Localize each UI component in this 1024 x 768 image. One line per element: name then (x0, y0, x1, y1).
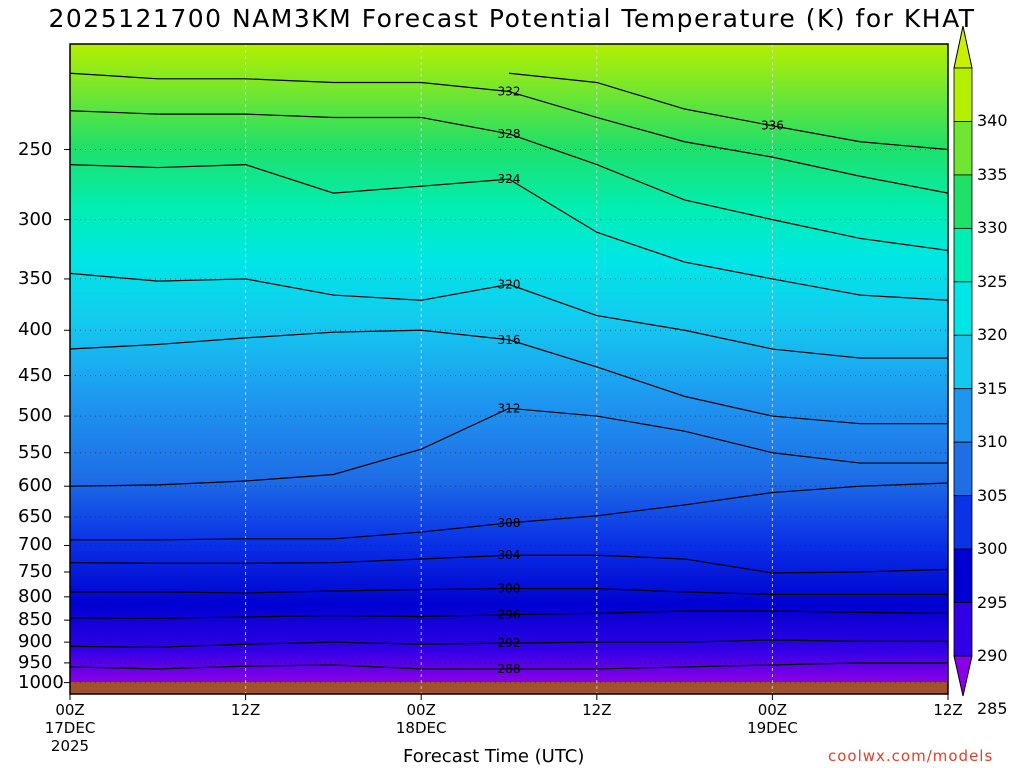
colorbar-segment (953, 227, 973, 283)
y-tick-label: 700 (18, 534, 53, 556)
colorbar-tick-label: 315 (977, 378, 1008, 398)
colorbar-segment (953, 67, 973, 122)
contour-line (69, 164, 949, 301)
y-tick-label: 550 (18, 441, 53, 463)
colorbar-tick-label: 310 (977, 432, 1008, 452)
contour-label: 328 (498, 127, 521, 141)
contour-label: 300 (498, 582, 521, 596)
field-fill (70, 44, 948, 682)
y-tick-label: 350 (18, 267, 53, 289)
y-tick-label: 850 (18, 609, 53, 631)
contour-line (70, 482, 949, 541)
contour-label: 296 (498, 608, 521, 622)
colorbar-segment (953, 602, 973, 657)
colorbar-segment (953, 334, 973, 390)
contour-line (69, 329, 948, 425)
colorbar-tick-label: 335 (977, 164, 1008, 184)
contour-label: 320 (498, 277, 521, 291)
x-tick-label-line: 00Z (406, 701, 436, 719)
contour-line (69, 610, 949, 619)
y-tick-label: 500 (18, 405, 53, 427)
contour-label: 312 (498, 401, 521, 415)
colorbar-tick-label: 330 (977, 218, 1008, 238)
contour-label: 324 (498, 172, 521, 186)
y-tick-label: 300 (18, 208, 53, 230)
contour-label: 304 (498, 548, 521, 562)
x-tick-label-line: 19DEC (747, 719, 798, 737)
y-tick-label: 900 (18, 631, 53, 653)
colorbar-tick-label: 285 (977, 699, 1008, 719)
x-tick-label-line: 12Z (933, 701, 963, 719)
colorbar-tick-label: 290 (977, 646, 1008, 665)
ground-surface (70, 682, 948, 694)
x-tick-label: 12Z (552, 701, 642, 719)
colorbar-segment (953, 495, 973, 550)
contour-line (69, 639, 948, 648)
colorbar-tick-label: 300 (977, 539, 1008, 559)
colorbar-tick-label: 305 (977, 485, 1008, 505)
colorbar-segment (953, 548, 973, 603)
x-tick-label-line: 12Z (230, 701, 261, 719)
y-tick-label: 250 (18, 138, 53, 160)
colorbar-segment (953, 388, 973, 443)
source-credit: coolwx.com/models (828, 747, 994, 765)
colorbar-tick-label: 340 (977, 111, 1008, 131)
y-tick-label: 800 (18, 585, 53, 607)
colorbar-tick-label: 325 (977, 271, 1008, 291)
x-tick-label: 00Z 19DEC (727, 701, 817, 737)
x-tick-label: 12Z (903, 701, 993, 719)
x-tick-label-line: 17DEC (44, 719, 96, 737)
contour-line (70, 587, 948, 596)
colorbar-upper-arrow (953, 25, 973, 69)
colorbar (953, 25, 973, 697)
contour-line (69, 272, 948, 359)
colorbar-segment (953, 441, 973, 497)
x-tick-label-line: 12Z (582, 701, 612, 719)
y-tick-label: 750 (18, 561, 53, 582)
potential-temperature-field (70, 44, 948, 682)
contour-label: 308 (498, 516, 521, 530)
colorbar-segment (953, 281, 973, 336)
colorbar-lower-arrow (953, 655, 973, 697)
contour-label: 336 (761, 119, 784, 133)
y-tick-label: 400 (18, 319, 53, 341)
contour-label: 288 (498, 662, 521, 676)
contour-label: 292 (498, 636, 521, 650)
contour-line (69, 407, 948, 487)
axis-ticks (64, 149, 949, 700)
x-tick-label-line: 00Z (55, 701, 85, 719)
plot-frame (69, 43, 949, 695)
x-tick-label-line: 2025 (50, 737, 90, 755)
y-tick-label: 1000 (18, 671, 64, 693)
y-tick-label: 450 (18, 364, 53, 386)
chart-title: 2025121700 NAM3KM Forecast Potential Tem… (48, 4, 976, 33)
x-axis-title: Forecast Time (UTC) (403, 746, 585, 767)
colorbar-tick-label: 295 (977, 592, 1008, 612)
colorbar-tick-label: 320 (977, 325, 1008, 345)
contour-label: 332 (498, 85, 521, 99)
contour-line (69, 662, 948, 670)
contour-line (508, 72, 949, 151)
y-tick-label: 600 (18, 475, 53, 497)
y-tick-label: 950 (18, 651, 53, 673)
contour-line (69, 110, 949, 252)
colorbar-segment (953, 121, 973, 176)
x-tick-label-line: 00Z (757, 701, 788, 719)
contour-lines: 292 296 300 304 308 312 316 320 324 328 332 336 288 (69, 72, 949, 676)
x-tick-label: 00Z 18DEC (376, 701, 466, 737)
x-tick-label-line: 18DEC (395, 719, 447, 737)
y-tick-label: 650 (18, 505, 53, 527)
x-tick-label: 00Z 17DEC 2025 (25, 701, 115, 755)
contour-line (69, 72, 949, 194)
contour-label: 316 (498, 333, 521, 347)
contour-line (69, 554, 949, 574)
colorbar-segment (953, 174, 973, 229)
x-tick-label: 12Z (201, 701, 291, 719)
